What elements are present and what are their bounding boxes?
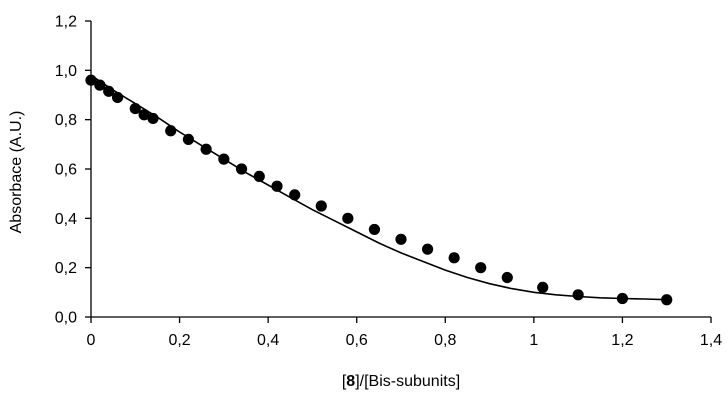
x-tick-label: 0,8 bbox=[434, 332, 456, 349]
data-point bbox=[129, 102, 141, 115]
x-tick-label: 1,2 bbox=[611, 332, 633, 349]
data-point bbox=[103, 85, 115, 97]
y-tick-label: 1,2 bbox=[55, 14, 77, 31]
y-tick-label: 0,0 bbox=[55, 310, 77, 327]
data-point bbox=[147, 112, 159, 125]
x-tick-label: 0 bbox=[87, 332, 96, 349]
data-point bbox=[475, 262, 487, 274]
data-point bbox=[395, 233, 407, 245]
data-point bbox=[572, 289, 584, 301]
data-point bbox=[85, 74, 97, 86]
fit-curve bbox=[90, 74, 667, 301]
x-tick-label: 1,4 bbox=[700, 332, 722, 349]
data-point bbox=[448, 252, 460, 264]
data-point bbox=[537, 281, 549, 293]
data-point bbox=[253, 170, 265, 182]
data-point bbox=[138, 109, 150, 121]
x-axis-title: [8]/[Bis-subunits] bbox=[342, 373, 460, 390]
data-point bbox=[616, 292, 629, 305]
data-point bbox=[200, 143, 212, 155]
data-point bbox=[94, 79, 106, 91]
y-tick-label: 1,0 bbox=[55, 63, 77, 80]
data-point bbox=[235, 163, 248, 175]
plot-area bbox=[90, 21, 711, 318]
y-tick-label: 0,8 bbox=[55, 112, 77, 129]
axis-ticks-layer: 0,0 0,2 0,4 0,6 0,8 1,0 1,2 0 0,2 0,4 0,6 0,8 1 1,2 1,… bbox=[55, 14, 722, 350]
x-tick-label: 0,6 bbox=[346, 332, 368, 349]
x-tick-label: 0,4 bbox=[257, 332, 279, 349]
data-point bbox=[421, 243, 434, 255]
data-point bbox=[182, 133, 195, 145]
x-tick-label: 0,2 bbox=[168, 332, 190, 349]
data-point bbox=[315, 200, 327, 212]
data-point bbox=[111, 91, 124, 104]
data-point bbox=[218, 153, 230, 165]
data-point bbox=[165, 125, 177, 137]
data-point bbox=[661, 294, 673, 306]
y-axis-title: Absorbace (A.U.) bbox=[8, 111, 25, 234]
x-tick-label: 1 bbox=[529, 332, 538, 349]
y-tick-label: 0,2 bbox=[55, 260, 77, 277]
fit-line-layer bbox=[90, 74, 667, 301]
data-point bbox=[342, 212, 354, 224]
data-point bbox=[501, 271, 513, 284]
data-point bbox=[289, 189, 301, 201]
data-point bbox=[368, 223, 381, 236]
data-points-layer bbox=[85, 74, 673, 306]
y-tick-label: 0,4 bbox=[55, 211, 77, 228]
data-point bbox=[271, 180, 283, 192]
y-tick-label: 0,6 bbox=[55, 162, 77, 179]
